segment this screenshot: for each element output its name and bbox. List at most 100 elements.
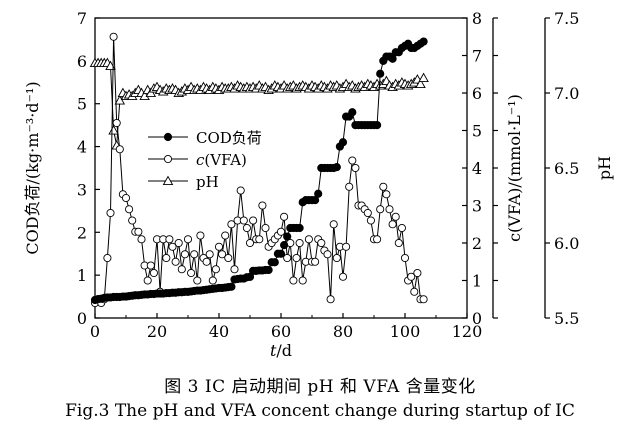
point-mid-32 [190,250,199,259]
point-mid-17 [143,276,152,285]
legend-marker-0 [163,132,173,142]
vfa-axis-label: c(VFA)/(mmol·L⁻¹) [505,94,524,242]
point-mid-98 [394,238,403,248]
ph-tick-label-3: 7.0 [554,84,579,103]
vfa-tick-label-7: 7 [472,47,482,66]
point-right-105 [415,78,426,89]
point-mid-92 [376,205,385,214]
point-left-60 [276,249,286,258]
left-tick-label-7: 7 [77,9,87,28]
point-mid-69 [304,235,313,244]
point-mid-62 [283,253,292,263]
point-left-62 [283,232,292,241]
vfa-tick-label-0: 0 [472,309,482,328]
vfa-tick-label-4: 4 [472,159,482,178]
point-left-91 [373,121,382,130]
point-mid-50 [245,238,255,248]
x-tick-label-6: 120 [452,322,483,341]
point-mid-81 [342,242,351,251]
left-tick-label-0: 0 [77,309,87,328]
x-tick-label-2: 40 [209,322,229,341]
point-mid-42 [221,231,230,240]
x-tick-label-4: 80 [333,322,353,341]
x-tick-label-1: 20 [147,322,167,341]
point-left-78 [332,163,341,172]
left-tick-label-6: 6 [77,52,87,71]
point-mid-77 [329,220,338,229]
point-mid-60 [276,227,286,236]
point-left-71 [311,196,320,205]
point-mid-25 [168,242,177,251]
point-mid-10 [121,193,131,203]
point-left-80 [338,138,348,147]
point-mid-7 [112,118,121,128]
ph-axis-label: pH [595,156,614,180]
point-left-61 [280,241,289,250]
point-mid-30 [183,235,193,244]
point-mid-82 [345,182,354,191]
point-mid-29 [180,250,189,259]
point-right-8 [114,95,126,105]
left-axis-label: COD负荷/(kg·m⁻³·d⁻¹) [23,81,42,254]
point-mid-94 [382,190,391,199]
vfa-tick-label-6: 6 [472,84,482,103]
point-mid-102 [407,272,416,281]
point-mid-91 [373,235,382,244]
vfa-tick-label-8: 8 [472,9,482,28]
point-left-56 [264,265,273,275]
point-mid-84 [351,163,360,173]
point-left-106 [419,37,428,46]
point-mid-11 [125,205,134,214]
point-mid-12 [128,216,137,225]
point-mid-89 [366,216,375,225]
legend-label-0: COD负荷 [196,129,262,147]
point-mid-49 [242,223,251,233]
point-mid-100 [400,253,410,263]
point-mid-67 [298,276,307,285]
point-mid-104 [413,268,422,278]
point-mid-15 [137,235,146,244]
ph-tick-label-4: 7.5 [554,9,579,28]
point-mid-38 [208,276,217,285]
point-mid-51 [249,216,258,225]
point-mid-33 [193,276,202,285]
point-mid-5 [106,208,115,218]
x-tick-label-3: 60 [271,322,291,341]
point-mid-55 [261,223,270,233]
point-mid-37 [205,250,214,259]
legend-label-2: pH [196,173,219,191]
point-left-44 [227,282,236,291]
point-mid-23 [162,253,171,263]
chart: 0 20 40 60 80 100 120t/d01234567COD负荷/(kg·m⁻³·… [23,9,614,360]
point-mid-97 [391,212,400,221]
left-tick-label-4: 4 [77,138,87,157]
point-mid-71 [311,257,320,266]
point-mid-76 [326,295,335,304]
legend-marker-2 [162,175,174,186]
point-mid-66 [295,238,304,248]
left-tick-label-5: 5 [77,95,87,114]
point-mid-73 [317,238,326,248]
point-mid-34 [196,231,205,240]
point-mid-41 [218,250,227,259]
x-tick-label-0: 0 [90,322,100,341]
point-mid-99 [397,223,406,233]
point-mid-45 [230,265,239,274]
point-mid-24 [165,235,174,244]
x-axis-label: t/d [270,341,292,360]
point-mid-8 [115,145,124,154]
left-tick-label-2: 2 [77,223,87,242]
point-mid-80 [338,272,348,281]
point-mid-18 [146,261,155,270]
point-left-58 [270,258,279,267]
ph-tick-label-0: 5.5 [554,309,579,328]
figure-caption-chinese: 图 3 IC 启动期间 pH 和 VFA 含量变化 [164,377,476,397]
point-mid-88 [363,208,372,218]
point-left-72 [314,189,323,198]
point-right-6 [108,125,119,135]
point-mid-14 [134,227,143,236]
vfa-tick-label-2: 2 [472,234,482,253]
point-mid-6 [109,32,118,41]
ph-tick-label-1: 6.0 [554,234,579,253]
point-mid-43 [224,253,233,263]
